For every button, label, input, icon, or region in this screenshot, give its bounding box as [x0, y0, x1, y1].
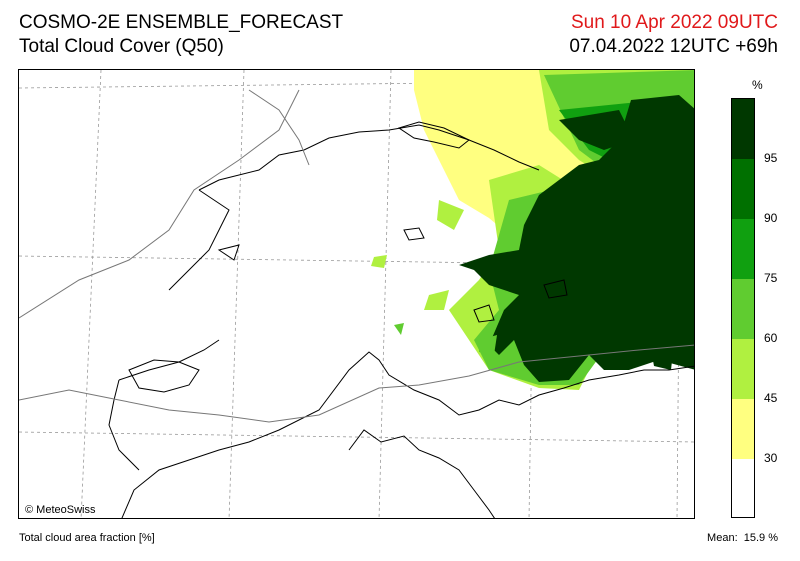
- legend-swatch: [732, 459, 754, 517]
- copyright-label: © MeteoSwiss: [25, 504, 96, 516]
- legend-tick-label: 30: [764, 451, 778, 465]
- mean-readout: Mean: 15.9 %: [707, 532, 778, 544]
- country-borders: [108, 124, 694, 518]
- legend-swatch: [732, 399, 754, 459]
- chart-subtitle: Total Cloud Cover (Q50): [19, 36, 224, 57]
- cloud-cover-field: [371, 70, 694, 390]
- valid-time: Sun 10 Apr 2022 09UTC: [570, 12, 778, 33]
- legend-tick-label: 90: [764, 211, 778, 225]
- mean-value: 15.9 %: [743, 532, 778, 544]
- legend-swatch: [732, 219, 754, 279]
- legend-swatch: [732, 159, 754, 219]
- mean-label: Mean:: [707, 532, 738, 544]
- color-legend: [731, 98, 755, 518]
- legend-tick-label: 45: [764, 391, 778, 405]
- chart-title: COSMO-2E ENSEMBLE_FORECAST: [19, 12, 344, 33]
- legend-swatch: [732, 99, 754, 159]
- legend-tick-label: 75: [764, 271, 778, 285]
- legend-swatch: [732, 339, 754, 399]
- legend-swatch: [732, 279, 754, 339]
- variable-label: Total cloud area fraction [%]: [19, 532, 155, 544]
- country-lines: [19, 89, 694, 423]
- lakes: [128, 121, 568, 393]
- forecast-map: © MeteoSwiss: [18, 69, 695, 519]
- legend-unit: %: [752, 78, 763, 92]
- run-info: 07.04.2022 12UTC +69h: [569, 36, 778, 57]
- legend-tick-label: 95: [764, 151, 778, 165]
- map-canvas: © MeteoSwiss: [19, 70, 694, 518]
- legend-tick-label: 60: [764, 331, 778, 345]
